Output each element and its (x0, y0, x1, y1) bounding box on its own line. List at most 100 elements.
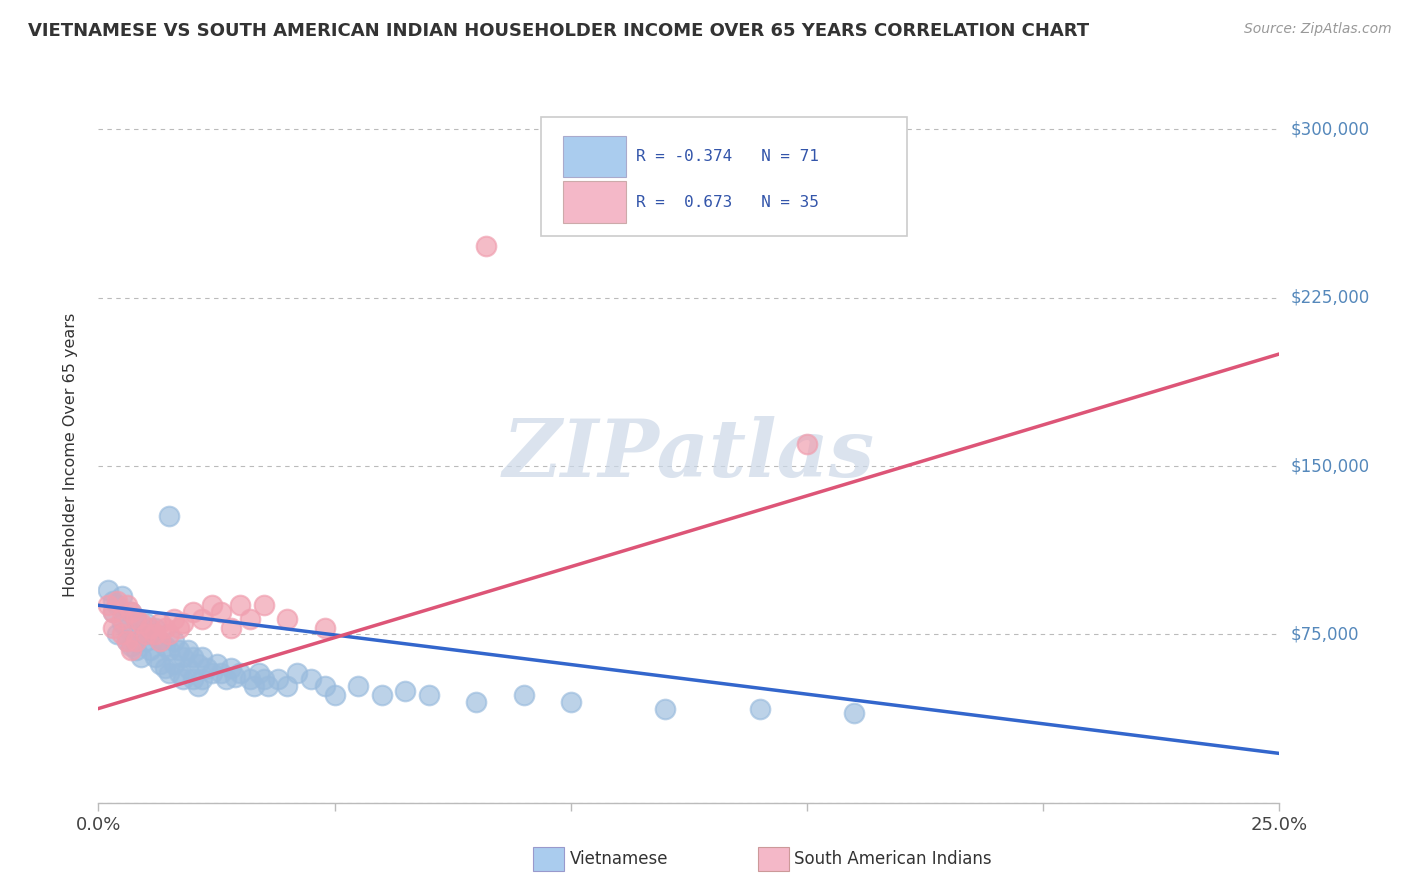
Point (219, 661, 242, 675)
Point (115, 634, 138, 648)
Point (253, 673, 276, 687)
Point (105, 627, 128, 641)
Point (139, 627, 162, 641)
Point (187, 679, 209, 693)
Point (111, 627, 134, 641)
Point (129, 625, 152, 640)
Text: $75,000: $75,000 (1291, 625, 1360, 643)
Point (167, 643, 190, 657)
Text: ZIPatlas: ZIPatlas (503, 417, 875, 493)
Point (105, 599, 128, 613)
Point (163, 612, 186, 626)
Text: Source: ZipAtlas.com: Source: ZipAtlas.com (1244, 22, 1392, 37)
Point (149, 634, 172, 648)
Point (191, 612, 214, 626)
Point (153, 661, 176, 675)
Point (323, 688, 346, 702)
Point (796, 436, 818, 450)
Point (101, 594, 124, 608)
Point (229, 665, 252, 680)
Point (135, 616, 157, 631)
Point (347, 679, 370, 693)
Text: VIETNAMESE VS SOUTH AMERICAN INDIAN HOUSEHOLDER INCOME OVER 65 YEARS CORRELATION: VIETNAMESE VS SOUTH AMERICAN INDIAN HOUS… (28, 22, 1090, 40)
Point (129, 616, 152, 631)
Point (247, 665, 270, 680)
Text: $150,000: $150,000 (1291, 457, 1369, 475)
Point (157, 665, 180, 680)
Point (115, 634, 138, 648)
Text: $300,000: $300,000 (1291, 120, 1369, 138)
Point (172, 649, 194, 664)
Point (181, 649, 204, 664)
Point (129, 649, 152, 664)
Y-axis label: Householder Income Over 65 years: Householder Income Over 65 years (63, 313, 77, 597)
Point (239, 612, 262, 626)
Point (101, 605, 124, 619)
Point (125, 612, 148, 626)
Point (153, 621, 176, 635)
Point (163, 634, 186, 648)
Point (314, 679, 336, 693)
Point (465, 695, 488, 709)
Point (125, 612, 148, 626)
Point (135, 634, 157, 648)
Point (191, 649, 214, 664)
Point (115, 599, 138, 613)
Point (285, 665, 308, 680)
FancyBboxPatch shape (541, 118, 907, 235)
Point (475, 239, 498, 253)
Point (115, 621, 138, 635)
Point (101, 621, 124, 635)
Point (512, 688, 534, 702)
Point (181, 673, 204, 687)
Point (560, 695, 582, 709)
Point (157, 627, 180, 641)
Point (121, 643, 143, 657)
Point (149, 657, 172, 671)
Point (267, 673, 290, 687)
Point (153, 639, 176, 653)
Point (844, 706, 866, 720)
Point (253, 599, 276, 613)
Point (191, 673, 214, 687)
Point (121, 639, 143, 653)
Point (97, 582, 120, 597)
Point (172, 616, 194, 631)
Point (97, 599, 120, 613)
Text: R =  0.673   N = 35: R = 0.673 N = 35 (636, 194, 818, 210)
Point (111, 612, 134, 626)
Point (187, 657, 209, 671)
Point (181, 605, 204, 619)
Point (654, 701, 676, 715)
Point (205, 657, 228, 671)
Point (239, 673, 262, 687)
Point (748, 701, 770, 715)
Point (418, 688, 440, 702)
Text: South American Indians: South American Indians (794, 850, 993, 868)
Point (201, 599, 224, 613)
Point (224, 670, 246, 684)
Point (139, 621, 162, 635)
Point (201, 665, 224, 680)
Text: R = -0.374   N = 71: R = -0.374 N = 71 (636, 149, 818, 164)
Point (167, 665, 190, 680)
Point (111, 590, 134, 604)
Point (163, 657, 186, 671)
Point (195, 661, 218, 675)
Point (167, 621, 190, 635)
Point (149, 634, 172, 648)
Point (299, 673, 322, 687)
Point (209, 605, 232, 619)
Point (209, 665, 232, 680)
Point (121, 605, 143, 619)
Point (257, 679, 280, 693)
Point (276, 679, 298, 693)
Point (135, 627, 157, 641)
Point (215, 673, 238, 687)
Point (149, 616, 172, 631)
FancyBboxPatch shape (562, 136, 626, 178)
Point (125, 634, 148, 648)
Point (125, 643, 148, 657)
Point (111, 616, 134, 631)
Point (371, 688, 394, 702)
